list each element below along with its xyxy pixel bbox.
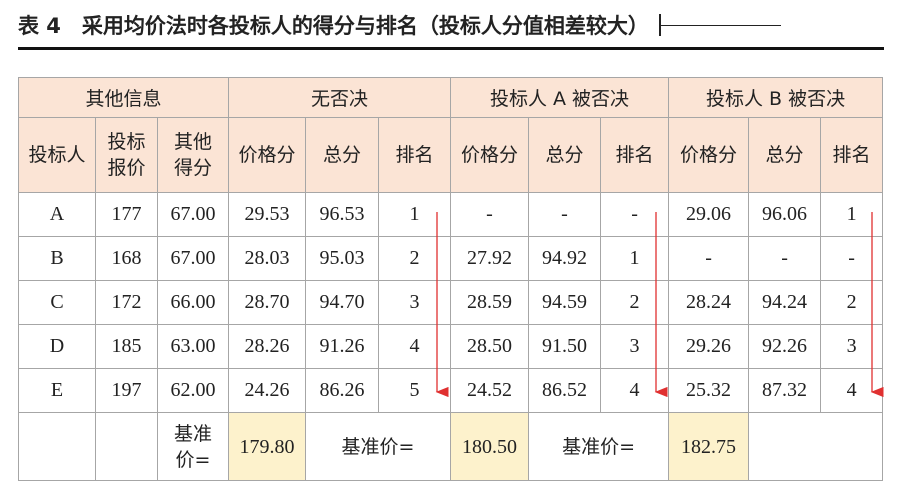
title-bar xyxy=(658,14,661,36)
cell: 91.26 xyxy=(305,324,380,369)
cell: 94.24 xyxy=(748,280,822,325)
cell: 2 xyxy=(378,236,452,281)
benchmark-value: 182.75 xyxy=(668,412,750,481)
data-row: C 172 66.00 28.70 94.70 3 28.59 94.59 2 28.24 94.2… xyxy=(18,280,884,325)
empty-cell xyxy=(18,412,96,481)
footer-label: 基准价= xyxy=(528,412,670,481)
cell: 86.52 xyxy=(528,368,602,413)
cell: 94.70 xyxy=(305,280,380,325)
column-header: 投标人 xyxy=(18,117,96,193)
cell: 63.00 xyxy=(156,324,230,369)
column-header: 价格分 xyxy=(450,117,530,193)
column-header: 排名 xyxy=(820,117,884,193)
cell: 67.00 xyxy=(156,236,230,281)
table-title: 表 4 采用均价法时各投标人的得分与排名（投标人分值相差较大） xyxy=(18,14,649,38)
cell: 96.53 xyxy=(305,192,380,237)
cell: 28.59 xyxy=(450,280,530,325)
column-header: 排名 xyxy=(378,117,452,193)
cell: D xyxy=(18,324,96,369)
cell: 67.00 xyxy=(156,192,230,237)
cell: E xyxy=(18,368,96,413)
cell: B xyxy=(18,236,96,281)
group-header: 其他信息 xyxy=(17,77,230,118)
cell: 177 xyxy=(95,192,158,237)
cell: 94.59 xyxy=(528,280,602,325)
cell: 28.24 xyxy=(668,280,750,325)
group-header: 投标人 B 被否决 xyxy=(668,77,884,118)
cell: - xyxy=(600,192,670,237)
cell: 95.03 xyxy=(305,236,380,281)
empty-cell xyxy=(748,412,884,481)
cell: 25.32 xyxy=(668,368,750,413)
cell: 28.70 xyxy=(228,280,307,325)
cell: 92.26 xyxy=(748,324,822,369)
title-rule xyxy=(660,24,781,26)
data-row: A 177 67.00 29.53 96.53 1- - -29.06 96.06 1 xyxy=(18,192,884,237)
column-header: 总分 xyxy=(528,117,602,193)
column-header: 其他得分 xyxy=(156,117,230,193)
data-row: E 197 62.00 24.26 86.26 5 24.52 86.52 4 25.32 87.3… xyxy=(18,368,884,413)
footer-label: 基准价= xyxy=(305,412,452,481)
cell: 87.32 xyxy=(748,368,822,413)
title-row: 表 4 采用均价法时各投标人的得分与排名（投标人分值相差较大） xyxy=(18,10,781,40)
cell: 29.26 xyxy=(668,324,750,369)
cell: C xyxy=(18,280,96,325)
cell: 28.03 xyxy=(228,236,307,281)
header-row: 投标人 投标报价 其他得分 价格分 总分 排名 价格分 总分 排名 价格分 总分 排名 xyxy=(18,117,884,193)
cell: 27.92 xyxy=(450,236,530,281)
column-header: 总分 xyxy=(305,117,380,193)
column-header: 价格分 xyxy=(228,117,307,193)
group-header: 无否决 xyxy=(228,77,452,118)
benchmark-value: 180.50 xyxy=(450,412,530,481)
cell: 91.50 xyxy=(528,324,602,369)
cell: 29.53 xyxy=(228,192,307,237)
cell: 29.06 xyxy=(668,192,750,237)
cell: 185 xyxy=(95,324,158,369)
benchmark-value: 179.80 xyxy=(228,412,307,481)
column-header: 总分 xyxy=(748,117,822,193)
cell: 96.06 xyxy=(748,192,822,237)
group-header: 投标人 A 被否决 xyxy=(450,77,670,118)
column-header: 投标报价 xyxy=(95,117,158,193)
cell: 3 xyxy=(600,324,670,369)
cell: 28.26 xyxy=(228,324,307,369)
cell: 94.92 xyxy=(528,236,602,281)
column-header: 价格分 xyxy=(668,117,750,193)
title-underline xyxy=(18,47,884,50)
cell: 1 xyxy=(600,236,670,281)
empty-cell xyxy=(95,412,158,481)
cell: 66.00 xyxy=(156,280,230,325)
cell: 197 xyxy=(95,368,158,413)
cell: A xyxy=(18,192,96,237)
footer-row: 基准价= 179.80 基准价= 180.50 基准价= 182.75 xyxy=(18,412,884,481)
cell: 28.50 xyxy=(450,324,530,369)
footer-label: 基准价= xyxy=(156,412,230,481)
